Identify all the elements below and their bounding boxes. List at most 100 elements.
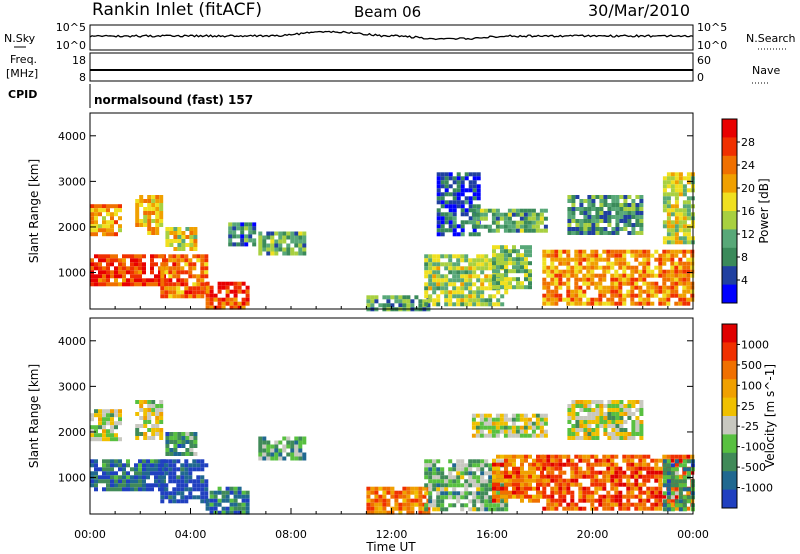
heatmap-cell	[630, 454, 635, 459]
heatmap-cell	[610, 277, 615, 282]
heatmap-cell	[476, 192, 481, 197]
heatmap-cell	[579, 404, 584, 408]
heatmap-cell	[662, 301, 667, 306]
heatmap-cell	[102, 204, 106, 209]
heatmap-cell	[126, 270, 130, 275]
heatmap-cell	[524, 273, 528, 278]
heatmap-cell	[448, 479, 453, 484]
heatmap-cell	[221, 506, 226, 511]
heatmap-cell	[682, 277, 687, 282]
heatmap-cell	[614, 454, 619, 459]
heatmap-cell	[138, 459, 142, 464]
heatmap-cell	[595, 428, 600, 432]
heatmap-cell	[670, 467, 675, 472]
heatmap-cell	[508, 454, 512, 459]
heatmap-cell	[94, 254, 98, 259]
heatmap-cell	[682, 192, 687, 197]
heatmap-cell	[650, 470, 655, 475]
heatmap-cell	[562, 454, 567, 459]
heatmap-cell	[94, 483, 98, 488]
heatmap-cell	[542, 257, 547, 262]
heatmap-cell	[236, 222, 241, 227]
heatmap-cell	[674, 475, 679, 480]
heatmap-cell	[662, 188, 667, 193]
heatmap-cell	[562, 261, 567, 266]
heatmap-cell	[102, 475, 106, 480]
heatmap-cell	[586, 277, 591, 282]
heatmap-cell	[682, 204, 687, 209]
heatmap-cell	[90, 262, 94, 267]
heatmap-cell	[440, 220, 445, 225]
heatmap-cell	[682, 503, 687, 508]
heatmap-cell	[554, 486, 559, 491]
heatmap-cell	[603, 227, 608, 231]
heatmap-cell	[614, 494, 619, 499]
heatmap-cell	[184, 463, 189, 468]
heatmap-cell	[233, 285, 238, 290]
heatmap-cell	[622, 281, 627, 286]
heatmap-cell	[512, 494, 516, 499]
heatmap-cell	[402, 299, 407, 304]
heatmap-cell	[602, 498, 607, 503]
heatmap-cell	[262, 436, 267, 441]
heatmap-cell	[658, 261, 663, 266]
heatmap-cell	[162, 467, 166, 472]
heatmap-cell	[94, 425, 98, 430]
heatmap-cell	[598, 289, 603, 294]
heatmap-cell	[520, 470, 524, 475]
heatmap-cell	[627, 211, 632, 215]
heatmap-cell	[524, 458, 528, 463]
heatmap-cell	[298, 440, 303, 445]
heatmap-cell	[524, 265, 528, 270]
heatmap-cell	[374, 299, 379, 304]
heatmap-cell	[432, 262, 437, 267]
heatmap-cell	[172, 270, 177, 275]
heatmap-cell	[614, 257, 619, 262]
heatmap-cell	[240, 242, 245, 247]
heatmap-cell	[488, 258, 493, 263]
heatmap-cell	[682, 240, 687, 245]
heatmap-cell	[229, 510, 234, 515]
heatmap-cell	[566, 257, 571, 262]
heatmap-cell	[627, 219, 632, 223]
heatmap-cell	[406, 299, 411, 304]
heatmap-cell	[274, 444, 279, 449]
heatmap-cell	[570, 470, 575, 475]
heatmap-cell	[432, 475, 437, 480]
heatmap-cell	[106, 467, 110, 472]
heatmap-cell	[575, 436, 580, 440]
heatmap-cell	[623, 408, 628, 412]
heatmap-cell	[586, 458, 591, 463]
heatmap-cell	[193, 247, 198, 251]
heatmap-cell	[634, 466, 639, 471]
heatmap-cell	[607, 436, 612, 440]
heatmap-cell	[424, 270, 429, 275]
x-tick-label: 08:00	[275, 528, 307, 541]
heatmap-cell	[158, 270, 162, 275]
heatmap-cell	[139, 416, 144, 420]
heatmap-cell	[126, 479, 130, 484]
heatmap-cell	[611, 412, 616, 416]
heatmap-cell	[603, 412, 608, 416]
y-tick-label: 3000	[58, 175, 86, 188]
heatmap-cell	[278, 452, 283, 457]
heatmap-cell	[98, 417, 102, 422]
heatmap-cell	[118, 409, 122, 414]
heatmap-cell	[184, 499, 189, 504]
heatmap-cell	[398, 295, 403, 300]
heatmap-cell	[143, 215, 148, 219]
heatmap-cell	[468, 220, 473, 225]
heatmap-cell	[240, 222, 245, 227]
heatmap-cell	[511, 208, 516, 213]
heatmap-cell	[258, 247, 263, 252]
heatmap-cell	[614, 261, 619, 266]
heatmap-cell	[142, 463, 146, 468]
heatmap-cell	[495, 421, 500, 426]
heatmap-cell	[515, 425, 520, 430]
heatmap-cell	[678, 172, 683, 177]
heatmap-cell	[646, 494, 651, 499]
heatmap-cell	[428, 463, 433, 468]
colorbar-tick-label: -1000	[741, 482, 773, 495]
colorbar-swatch	[722, 247, 737, 267]
heatmap-cell	[562, 486, 567, 491]
